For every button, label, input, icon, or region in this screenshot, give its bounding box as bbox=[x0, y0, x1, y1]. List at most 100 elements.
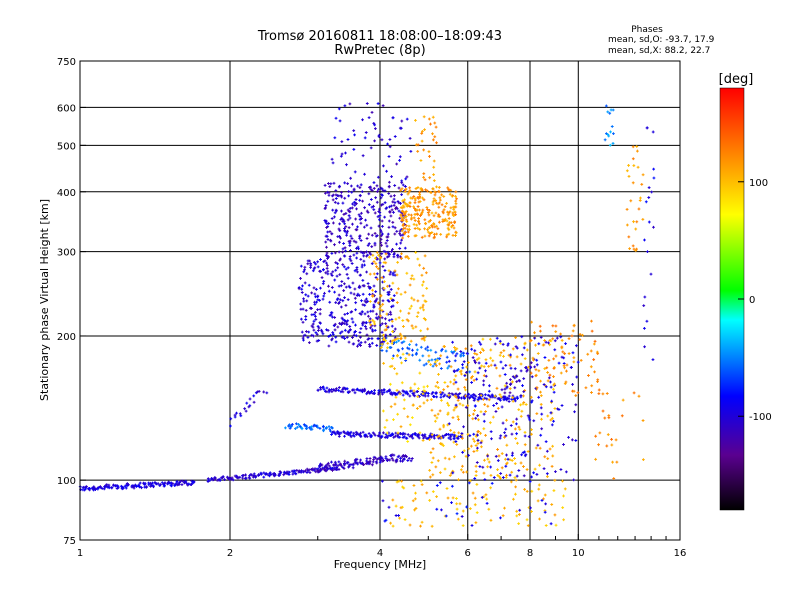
echo-point bbox=[442, 394, 446, 398]
echo-point bbox=[525, 489, 529, 493]
x-axis-label: Frequency [MHz] bbox=[334, 558, 426, 571]
echo-point bbox=[378, 207, 381, 211]
echo-point bbox=[429, 398, 433, 401]
echo-point bbox=[507, 400, 511, 403]
echo-point bbox=[333, 316, 337, 319]
echo-point bbox=[343, 227, 346, 230]
echo-point bbox=[504, 457, 507, 461]
echo-point bbox=[504, 427, 508, 431]
echo-point bbox=[401, 236, 405, 240]
echo-point bbox=[376, 215, 380, 219]
echo-point bbox=[344, 212, 348, 215]
echo-point bbox=[400, 252, 403, 256]
echo-point bbox=[214, 476, 217, 480]
echo-point bbox=[397, 479, 401, 483]
echo-point bbox=[379, 196, 383, 200]
echo-point bbox=[290, 422, 294, 426]
echo-point bbox=[407, 230, 410, 234]
echo-point bbox=[431, 390, 435, 394]
echo-point bbox=[420, 211, 424, 215]
echo-point bbox=[456, 387, 460, 391]
echo-point bbox=[360, 310, 364, 314]
echo-point bbox=[530, 375, 534, 379]
echo-point bbox=[324, 427, 328, 430]
echo-point bbox=[400, 216, 404, 220]
echo-point bbox=[551, 324, 555, 328]
echo-point bbox=[421, 294, 425, 298]
echo-point bbox=[515, 346, 519, 350]
echo-point bbox=[359, 239, 363, 242]
echo-point bbox=[361, 323, 365, 327]
echo-point bbox=[318, 465, 321, 469]
echo-point bbox=[381, 499, 385, 503]
echo-point bbox=[593, 370, 596, 374]
grid-lines bbox=[80, 61, 680, 540]
echo-point bbox=[375, 251, 379, 254]
echo-point bbox=[434, 350, 438, 354]
echo-point bbox=[370, 110, 374, 114]
echo-point bbox=[372, 305, 376, 309]
echo-point bbox=[647, 220, 651, 224]
echo-point bbox=[447, 404, 451, 407]
echo-point bbox=[571, 329, 575, 333]
echo-point bbox=[350, 262, 354, 265]
echo-point bbox=[530, 475, 533, 479]
echo-point bbox=[510, 432, 514, 436]
echo-point bbox=[348, 239, 352, 243]
echo-point bbox=[327, 289, 331, 293]
echo-point bbox=[574, 439, 578, 442]
echo-point bbox=[360, 217, 363, 220]
echo-point bbox=[391, 200, 395, 204]
echo-point bbox=[560, 355, 564, 359]
echo-point bbox=[375, 190, 379, 193]
echo-point bbox=[535, 363, 539, 367]
echo-point bbox=[404, 218, 408, 222]
echo-point bbox=[486, 457, 490, 461]
echo-point bbox=[499, 360, 503, 364]
echo-point bbox=[545, 449, 549, 453]
echo-point bbox=[642, 304, 646, 307]
echo-point bbox=[370, 233, 374, 237]
echo-point bbox=[319, 258, 322, 261]
echo-point bbox=[369, 146, 373, 150]
data-points bbox=[78, 102, 656, 528]
echo-point bbox=[326, 461, 330, 465]
echo-point bbox=[563, 382, 567, 386]
echo-point bbox=[221, 475, 225, 478]
echo-point bbox=[235, 411, 238, 415]
echo-point bbox=[327, 335, 331, 338]
echo-point bbox=[517, 425, 521, 429]
echo-point bbox=[631, 181, 635, 185]
echo-point bbox=[550, 503, 554, 506]
y-tick-label: 750 bbox=[57, 57, 76, 68]
echo-point bbox=[442, 208, 446, 212]
echo-point bbox=[352, 292, 356, 296]
echo-point bbox=[413, 197, 417, 200]
echo-point bbox=[287, 473, 291, 476]
echo-point bbox=[513, 462, 517, 466]
echo-point bbox=[500, 452, 504, 455]
echo-point bbox=[539, 379, 542, 383]
echo-point bbox=[145, 485, 148, 489]
echo-point bbox=[366, 244, 370, 247]
echo-point bbox=[393, 402, 397, 406]
echo-point bbox=[380, 330, 384, 334]
echo-point bbox=[479, 342, 483, 346]
echo-point bbox=[514, 437, 518, 440]
echo-point bbox=[396, 431, 400, 435]
colorbar-tick-label: -100 bbox=[749, 412, 772, 423]
echo-point bbox=[553, 348, 557, 352]
echo-point bbox=[350, 237, 354, 240]
echo-point bbox=[325, 261, 328, 265]
y-tick-label: 400 bbox=[57, 188, 76, 199]
echo-point bbox=[385, 312, 389, 316]
echo-point bbox=[342, 467, 346, 470]
echo-point bbox=[322, 279, 326, 283]
echo-point bbox=[333, 136, 337, 140]
echo-point bbox=[431, 138, 435, 142]
echo-point bbox=[348, 216, 352, 220]
echo-point bbox=[499, 351, 503, 355]
echo-point bbox=[455, 443, 459, 446]
echo-point bbox=[497, 475, 501, 479]
echo-point bbox=[326, 199, 330, 203]
